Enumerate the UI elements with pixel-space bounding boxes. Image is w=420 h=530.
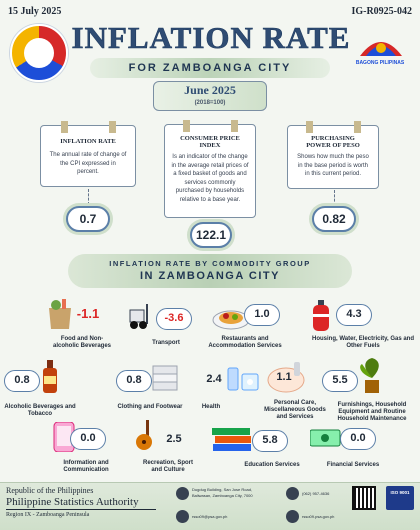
commodity-label: Financial Services xyxy=(326,462,380,468)
commodity-label: Alcoholic Beverages and Tobacco xyxy=(4,404,76,417)
card-cpi: CONSUMER PRICE INDEX Is an indicator of … xyxy=(164,120,256,218)
personal-care-icon xyxy=(267,362,305,393)
food-plate-icon xyxy=(212,310,250,330)
card-desc: Is an indicator of the change in the ave… xyxy=(171,154,249,203)
commodity-value: 2.4 xyxy=(206,373,222,385)
commodity-label: Transport xyxy=(152,340,180,346)
report-id: IG-R0925-042 xyxy=(351,6,412,17)
houseplant-icon xyxy=(360,358,379,393)
commodity-value: 2.5 xyxy=(166,433,182,445)
qr-code xyxy=(352,486,376,510)
iso-badge: ISO 9001 xyxy=(386,486,414,510)
commodity-value: 1.0 xyxy=(244,304,280,326)
commodity-label: Health xyxy=(201,404,221,410)
location-icon xyxy=(176,487,189,500)
report-date: 15 July 2025 xyxy=(8,6,62,17)
group-line1: INFLATION RATE BY COMMODITY GROUP xyxy=(109,259,311,268)
card-desc: Shows how much the peso in the base peri… xyxy=(297,154,369,177)
books-icon xyxy=(212,428,251,451)
group-line2: IN ZAMBOANGA CITY xyxy=(140,270,280,282)
purchasing-power-value: 0.82 xyxy=(312,206,356,232)
commodity-label: Food and Non-alcoholic Beverages xyxy=(52,336,112,349)
commodity-value: -1.1 xyxy=(76,306,100,321)
commodity-value: 1.1 xyxy=(276,371,292,383)
gas-tank-icon xyxy=(313,300,329,331)
web-icon xyxy=(286,510,299,523)
card-title: INFLATION RATE xyxy=(60,138,116,145)
grocery-bag-icon xyxy=(49,299,71,329)
footer-agency: Philippine Statistics Authority xyxy=(6,496,139,508)
smartphone-icon xyxy=(53,422,75,452)
money-icon xyxy=(310,429,341,447)
footer xyxy=(0,482,420,530)
commodity-label: Education Services xyxy=(244,462,300,468)
commodity-value: 0.8 xyxy=(116,370,152,392)
forklift-icon xyxy=(129,304,148,329)
footer-divider xyxy=(6,509,156,510)
card-title: PURCHASING POWER OF PESO xyxy=(306,135,360,149)
footer-phone: (062) 957-4636 xyxy=(302,491,330,496)
footer-region: Region IX - Zamboanga Peninsula xyxy=(6,512,90,518)
card-inflation-rate: INFLATION RATE The annual rate of change… xyxy=(40,121,136,187)
phone-icon xyxy=(286,487,299,500)
commodity-label: Information and Communication xyxy=(63,460,109,473)
cpi-value: 122.1 xyxy=(190,222,232,248)
subtitle: FOR ZAMBOANGA CITY xyxy=(90,58,330,78)
commodity-value: 5.8 xyxy=(252,430,288,452)
commodity-label: Personal Care, Miscellaneous Goods and S… xyxy=(264,400,326,420)
commodity-label: Restaurants and Accommodation Services xyxy=(208,336,282,349)
commodity-value: 0.0 xyxy=(70,428,106,450)
commodity-label: Furnishings, Household Equipment and Rou… xyxy=(337,402,407,422)
commodity-value: 4.3 xyxy=(336,304,372,326)
guitar-icon xyxy=(136,420,152,450)
folded-clothes-icon xyxy=(152,365,178,391)
footer-address-1: Dugdug Building, San Jose Road, xyxy=(192,487,253,492)
base-year: (2018=100) xyxy=(194,100,226,106)
commodity-label: Clothing and Footwear xyxy=(117,404,183,410)
email-icon xyxy=(176,510,189,523)
commodity-value: 5.5 xyxy=(322,370,358,392)
footer-web[interactable]: rsso09.psa.gov.ph xyxy=(302,514,335,519)
card-desc: The annual rate of change of the CPI exp… xyxy=(49,152,127,175)
commodity-group-banner: INFLATION RATE BY COMMODITY GROUP IN ZAM… xyxy=(68,254,352,288)
bagong-pilipinas-logo xyxy=(360,42,402,56)
page-title: INFLATION RATE xyxy=(71,20,351,56)
card-purchasing-power: PURCHASING POWER OF PESO Shows how much … xyxy=(287,121,379,189)
footer-republic: Republic of the Philippines xyxy=(6,486,94,495)
commodity-value: 0.8 xyxy=(4,370,40,392)
footer-address-2: Baliwasan, Zamboanga City, 7000 xyxy=(192,493,253,498)
medicine-icon xyxy=(227,367,259,391)
footer-email[interactable]: rsso09@psa.gov.ph xyxy=(192,514,228,519)
commodity-label: Housing, Water, Electricity, Gas and Oth… xyxy=(311,336,415,349)
period-pill: June 2025 (2018=100) xyxy=(153,81,267,111)
inflation-rate-value: 0.7 xyxy=(66,206,110,232)
bagong-pilipinas-text: BAGONG PILIPINAS xyxy=(355,60,405,66)
liquor-bottle-icon xyxy=(43,360,57,393)
period-month: June 2025 xyxy=(184,83,236,97)
card-title: CONSUMER PRICE INDEX xyxy=(180,135,240,149)
psa-logo xyxy=(10,24,68,82)
commodity-value: 0.0 xyxy=(340,428,376,450)
commodity-value: -3.6 xyxy=(156,308,192,330)
commodity-label: Recreation, Sport and Culture xyxy=(142,460,193,473)
